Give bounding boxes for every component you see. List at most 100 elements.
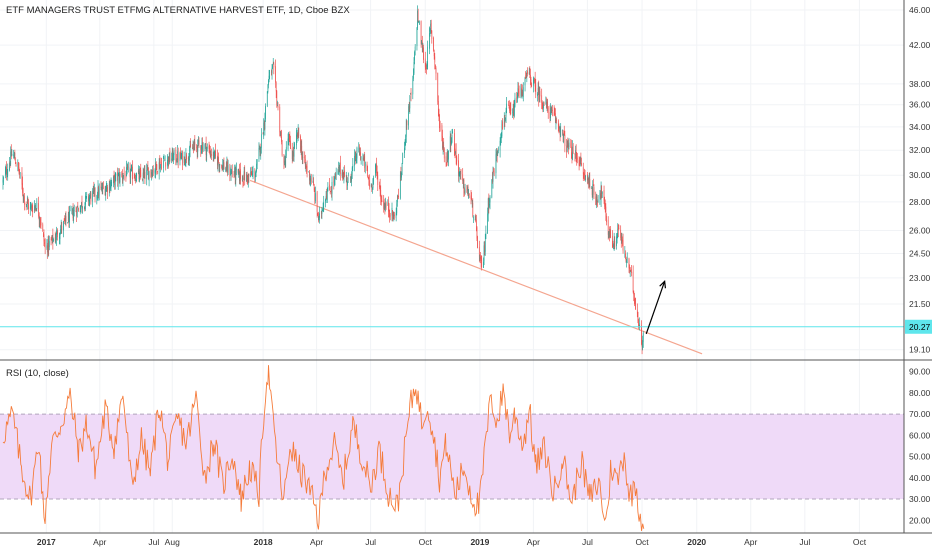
candle-body xyxy=(102,187,104,189)
candle-body xyxy=(280,131,282,137)
candle-body xyxy=(129,167,131,178)
candle-body xyxy=(134,177,136,179)
candle-body xyxy=(154,170,156,174)
candle-body xyxy=(363,157,364,161)
candle-body xyxy=(485,232,487,240)
candle-body xyxy=(620,236,622,241)
candle-body xyxy=(19,172,21,175)
candle-body xyxy=(130,168,132,171)
candle-body xyxy=(618,228,620,230)
arrow-shaft[interactable] xyxy=(645,281,666,335)
candle-body xyxy=(85,195,86,205)
candle-body xyxy=(393,214,395,220)
candle-body xyxy=(318,216,320,221)
candle-body xyxy=(196,146,197,148)
candle-body xyxy=(271,70,272,76)
candle-body xyxy=(217,157,219,166)
candle-body xyxy=(545,101,547,102)
candle-body xyxy=(351,167,353,175)
candle-body xyxy=(315,193,316,201)
candle-body xyxy=(530,79,532,86)
time-tick-label: 2020 xyxy=(687,537,706,547)
candle-body xyxy=(459,171,461,175)
candle-body xyxy=(591,188,593,196)
candle-body xyxy=(42,224,44,231)
candle-body xyxy=(450,138,452,146)
last-price-badge xyxy=(905,319,932,334)
candle-body xyxy=(400,172,402,177)
candle-body xyxy=(289,136,291,141)
candle-body xyxy=(68,211,70,224)
candle-body xyxy=(437,72,439,102)
candle-body xyxy=(247,178,249,182)
rsi-axis[interactable]: 20.00 30.00 40.00 50.00 60.00 70.00 80.00 90.00 xyxy=(909,367,931,526)
candle-body xyxy=(344,170,345,177)
candle-body xyxy=(579,164,581,166)
candle-body xyxy=(122,175,123,179)
candle-body xyxy=(310,178,311,180)
candle-body xyxy=(425,67,427,70)
candle-body xyxy=(184,157,186,164)
candle-body xyxy=(246,174,247,182)
trendline-segment[interactable] xyxy=(249,179,703,355)
candle-body xyxy=(474,219,476,220)
candle-body xyxy=(509,109,511,110)
candle-body xyxy=(284,160,286,166)
candle-body xyxy=(63,219,65,221)
candle-body xyxy=(292,153,294,159)
candle-body xyxy=(459,172,461,175)
candle-body xyxy=(31,206,33,210)
arrow-annotation[interactable] xyxy=(645,279,667,335)
candle-body xyxy=(455,149,457,159)
candle-body xyxy=(356,147,358,159)
candle-body xyxy=(522,87,524,97)
candle-body xyxy=(537,93,538,97)
candle-body xyxy=(60,224,62,230)
trendline[interactable] xyxy=(249,179,703,355)
candle-body xyxy=(434,56,436,63)
candle-body xyxy=(157,171,158,173)
candle-body xyxy=(549,112,551,119)
candle-body xyxy=(630,268,632,272)
candle-body xyxy=(398,195,399,198)
candle-body xyxy=(338,167,340,173)
rsi-pane[interactable] xyxy=(0,365,904,531)
candles[interactable] xyxy=(2,5,644,355)
arrow-head[interactable] xyxy=(659,279,667,289)
candle-body xyxy=(468,193,470,195)
rsi-band xyxy=(0,413,904,500)
candle-body xyxy=(192,146,194,150)
candle-body xyxy=(529,70,531,74)
candle-body xyxy=(75,211,77,213)
candle-body xyxy=(32,209,34,213)
candle-body xyxy=(306,166,308,172)
candle-body xyxy=(493,171,495,175)
candle-body xyxy=(563,134,565,137)
candle-body xyxy=(312,181,314,183)
candle-body xyxy=(418,21,420,25)
candle-body xyxy=(205,142,207,155)
candle-body xyxy=(464,191,465,194)
candle-body xyxy=(201,142,203,149)
candle-body xyxy=(404,141,406,147)
candle-body xyxy=(593,185,594,187)
time-axis[interactable]: 2017 Apr Jul Aug 2018 Apr Jul Oct 2019 Apr Jul Oct 2… xyxy=(37,537,867,547)
candle-body xyxy=(29,206,31,210)
candle-body xyxy=(2,179,4,183)
candle-body xyxy=(448,150,449,160)
candle-body xyxy=(309,172,310,180)
candle-body xyxy=(26,204,28,205)
candle-body xyxy=(227,165,229,173)
candle-body xyxy=(607,219,609,235)
candle-body xyxy=(369,180,370,187)
candle-body xyxy=(94,187,95,192)
candle-body xyxy=(89,193,91,196)
candle-body xyxy=(65,216,67,222)
candle-body xyxy=(435,64,436,67)
candle-body xyxy=(248,173,250,177)
price-axis[interactable]: 19.10 21.50 23.00 24.50 26.00 28.00 30.00 32.00… xyxy=(909,5,931,355)
candle-body xyxy=(225,168,227,171)
candle-body xyxy=(252,173,253,176)
rsi-tick-label: 60.00 xyxy=(909,430,931,440)
